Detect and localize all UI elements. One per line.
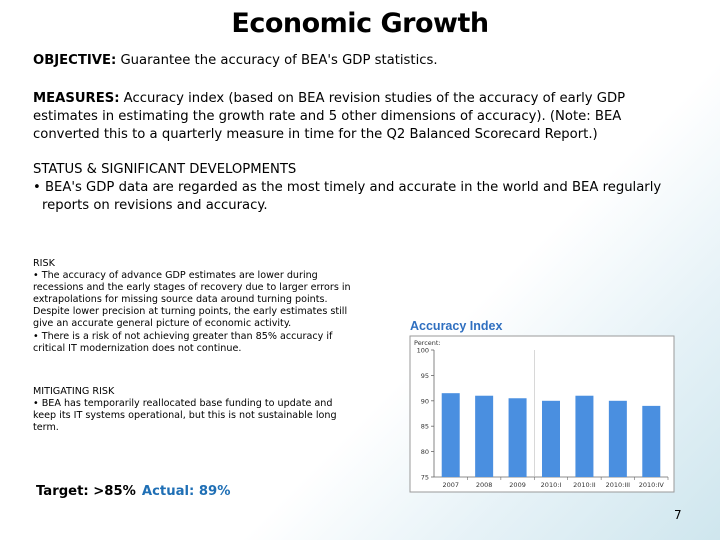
bar xyxy=(542,400,560,477)
risk-heading: RISK xyxy=(33,258,55,269)
bar xyxy=(642,405,661,477)
mitigating-heading: MITIGATING RISK xyxy=(33,386,115,397)
y-tick-label: 75 xyxy=(421,474,429,482)
bar xyxy=(608,400,627,477)
x-tick-label: 2008 xyxy=(476,481,493,489)
x-tick-label: 2007 xyxy=(442,481,459,489)
y-tick-label: 100 xyxy=(417,347,429,355)
x-tick-label: 2010:I xyxy=(541,481,562,489)
page-title: Economic Growth xyxy=(231,8,489,39)
y-tick-label: 85 xyxy=(421,423,429,431)
x-tick-label: 2010:II xyxy=(573,481,596,489)
y-tick-label: 90 xyxy=(421,397,429,405)
bar xyxy=(475,395,494,477)
objective-paragraph: OBJECTIVE: Guarantee the accuracy of BEA… xyxy=(33,52,683,70)
actual-value: Actual: 89% xyxy=(141,484,231,499)
bar xyxy=(575,395,594,477)
measures-paragraph: MEASURES: Accuracy index (based on BEA r… xyxy=(33,90,683,144)
y-tick-label: 95 xyxy=(421,372,429,380)
status-heading: STATUS & SIGNIFICANT DEVELOPMENTS xyxy=(33,162,297,177)
risk-bullet-2: • There is a risk of not achieving great… xyxy=(33,330,333,354)
status-bullet: • BEA's GDP data are regarded as the mos… xyxy=(33,180,662,213)
target-value: Target: >85% xyxy=(36,484,136,499)
bar xyxy=(508,398,527,477)
mitigating-risk-section: MITIGATING RISK • BEA has temporarily re… xyxy=(33,386,358,434)
objective-label: OBJECTIVE: xyxy=(33,53,117,68)
objective-text: Guarantee the accuracy of BEA's GDP stat… xyxy=(116,53,438,68)
x-tick-label: 2010:IV xyxy=(639,481,665,489)
bar xyxy=(441,393,460,477)
x-tick-label: 2009 xyxy=(509,481,526,489)
x-tick-label: 2010:III xyxy=(606,481,631,489)
page-number: 7 xyxy=(674,508,682,522)
measures-text: Accuracy index (based on BEA revision st… xyxy=(33,91,626,142)
measures-label: MEASURES: xyxy=(33,91,120,106)
y-tick-label: 80 xyxy=(421,448,429,456)
accuracy-index-chart: Accuracy Index Percent: 75 80 85 90 95 100 2007 2… xyxy=(409,319,675,493)
status-section: STATUS & SIGNIFICANT DEVELOPMENTS • BEA'… xyxy=(33,161,683,215)
risk-bullet-1: • The accuracy of advance GDP estimates … xyxy=(33,270,351,330)
chart-title: Accuracy Index xyxy=(410,319,502,333)
mitigating-bullet: • BEA has temporarily reallocated base f… xyxy=(33,398,337,434)
chart-ylabel: Percent: xyxy=(414,339,441,347)
target-line: Target: >85% Actual: 89% xyxy=(36,484,230,499)
risk-section: RISK • The accuracy of advance GDP estim… xyxy=(33,258,358,355)
